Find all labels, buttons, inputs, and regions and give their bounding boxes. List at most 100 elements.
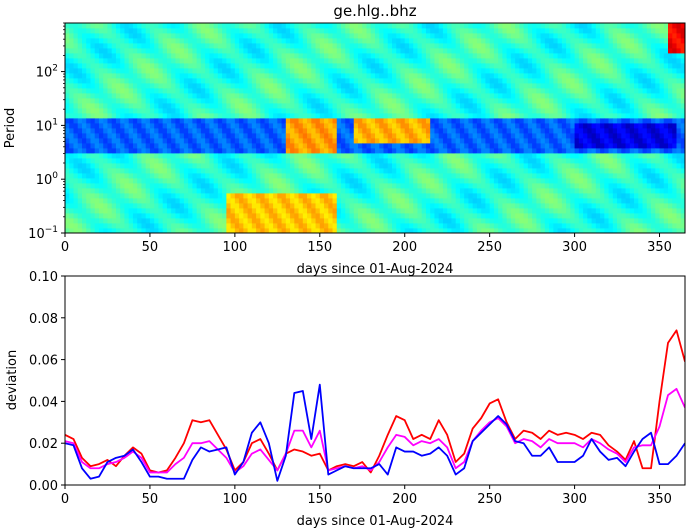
heatmap-cell	[506, 148, 512, 154]
heatmap-cell	[366, 228, 372, 233]
heatmap-cell	[230, 93, 236, 99]
heatmap-cell	[341, 153, 346, 159]
heatmap-cell	[179, 83, 185, 89]
heatmap-cell	[447, 138, 452, 144]
heatmap-cell	[307, 98, 312, 104]
heatmap-cell	[311, 83, 316, 89]
heatmap-cell	[281, 98, 287, 104]
heatmap-cell	[532, 138, 537, 144]
heatmap-cell	[243, 218, 249, 224]
heatmap-cell	[298, 113, 304, 119]
heatmap-cell	[183, 193, 189, 199]
heatmap-cell	[264, 33, 270, 39]
heatmap-cell	[527, 88, 533, 94]
heatmap-cell	[256, 173, 261, 179]
heatmap-cell	[298, 138, 304, 144]
heatmap-cell	[107, 48, 113, 54]
heatmap-cell	[141, 113, 147, 119]
heatmap-cell	[566, 178, 571, 184]
heatmap-cell	[515, 78, 520, 84]
heatmap-cell	[425, 208, 431, 214]
heatmap-cell	[383, 228, 389, 233]
heatmap-cell	[120, 173, 125, 179]
heatmap-cell	[345, 63, 350, 69]
heatmap-cell	[464, 218, 469, 224]
heatmap-cell	[493, 228, 499, 233]
heatmap-cell	[141, 128, 147, 134]
heatmap-cell	[166, 88, 172, 94]
heatmap-cell	[154, 68, 159, 74]
heatmap-cell	[434, 63, 440, 69]
heatmap-cell	[69, 128, 74, 134]
heatmap-cell	[239, 188, 244, 194]
heatmap-cell	[353, 88, 359, 94]
heatmap-cell	[73, 163, 79, 169]
heatmap-cell	[65, 23, 70, 29]
heatmap-cell	[362, 83, 367, 89]
heatmap-cell	[217, 158, 223, 164]
heatmap-cell	[476, 68, 482, 74]
heatmap-cell	[489, 138, 495, 144]
heatmap-cell	[222, 23, 227, 29]
heatmap-cell	[209, 83, 215, 89]
heatmap-cell	[413, 213, 418, 219]
heatmap-cell	[73, 128, 79, 134]
heatmap-cell	[391, 193, 397, 199]
heatmap-cell	[408, 168, 414, 174]
heatmap-cell	[217, 203, 223, 209]
heatmap-cell	[192, 158, 198, 164]
heatmap-cell	[192, 73, 198, 79]
heatmap-cell	[205, 78, 210, 84]
heatmap-cell	[375, 208, 380, 214]
heatmap-cell	[527, 103, 533, 109]
heatmap-cell	[132, 43, 138, 49]
heatmap-cell	[94, 203, 100, 209]
heatmap-cell	[77, 203, 83, 209]
heatmap-cell	[98, 118, 104, 124]
heatmap-cell	[192, 103, 198, 109]
heatmap-cell	[553, 103, 559, 109]
heatmap-cell	[498, 28, 503, 34]
heatmap-cell	[311, 78, 316, 84]
heatmap-cell	[251, 198, 257, 204]
heatmap-cell	[459, 58, 465, 64]
heatmap-cell	[213, 88, 219, 94]
heatmap-cell	[353, 168, 359, 174]
heatmap-cell	[523, 23, 529, 29]
heatmap-cell	[506, 203, 512, 209]
heatmap-cell	[468, 208, 474, 214]
heatmap-cell	[375, 193, 380, 199]
heatmap-cell	[302, 128, 308, 134]
heatmap-cell	[94, 38, 100, 44]
heatmap-cell	[523, 178, 529, 184]
heatmap-cell	[188, 163, 193, 169]
heatmap-cell	[188, 93, 193, 99]
heatmap-cell	[442, 158, 448, 164]
heatmap-cell	[179, 168, 185, 174]
heatmap-cell	[447, 53, 452, 59]
heatmap-cell	[107, 63, 113, 69]
heatmap-cell	[489, 98, 495, 104]
heatmap-cell	[468, 23, 474, 29]
heatmap-cell	[319, 183, 325, 189]
heatmap-cell	[519, 228, 525, 233]
heatmap-cell	[141, 78, 147, 84]
heatmap-cell	[489, 88, 495, 94]
heatmap-cell	[171, 58, 176, 64]
heatmap-cell	[455, 98, 461, 104]
heatmap-cell	[111, 48, 117, 54]
heatmap-cell	[141, 208, 147, 214]
heatmap-cell	[166, 113, 172, 119]
heatmap-cell	[260, 168, 265, 174]
heatmap-cell	[324, 93, 329, 99]
heatmap-cell	[183, 33, 189, 39]
heatmap-cell	[302, 223, 308, 229]
heatmap-cell	[523, 88, 529, 94]
heatmap-cell	[523, 48, 529, 54]
heatmap-cell	[349, 198, 355, 204]
heatmap-cell	[481, 178, 486, 184]
heatmap-cell	[103, 188, 108, 194]
heatmap-cell	[247, 208, 253, 214]
heatmap-cell	[540, 143, 546, 149]
heatmap-cell	[362, 148, 367, 154]
